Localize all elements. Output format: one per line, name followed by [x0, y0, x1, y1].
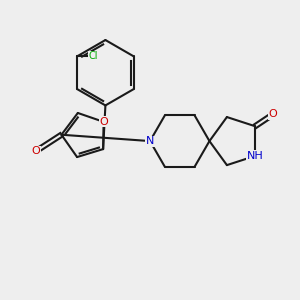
Text: NH: NH: [247, 151, 263, 161]
Text: N: N: [146, 136, 154, 146]
Text: O: O: [268, 109, 278, 119]
Text: Cl: Cl: [89, 51, 98, 62]
Text: O: O: [99, 117, 108, 127]
Text: O: O: [32, 146, 40, 156]
